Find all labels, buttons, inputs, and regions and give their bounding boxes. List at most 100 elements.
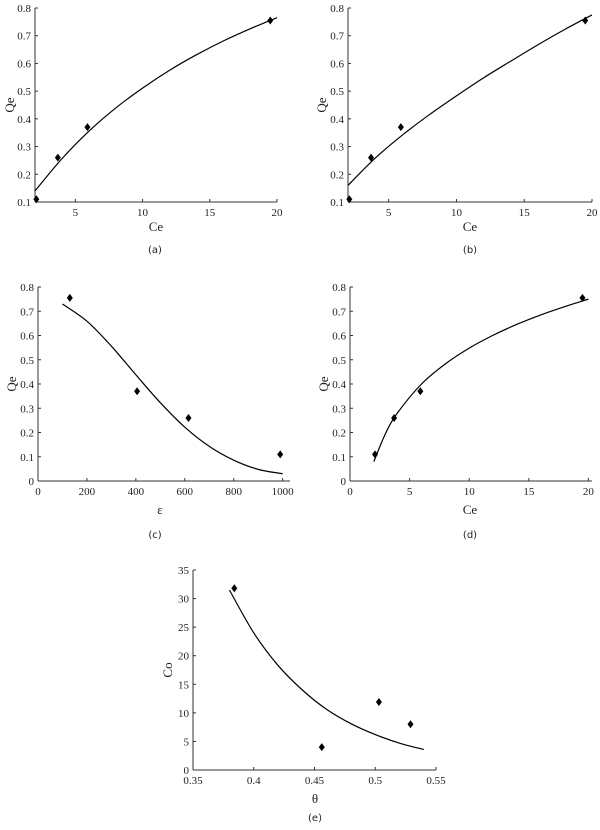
data-point [417,387,424,396]
y-tick-label: 0.5 [330,86,344,98]
fit-curve [228,589,425,751]
y-tick-label: 0.3 [20,403,34,415]
y-tick-label: 0.2 [20,428,34,440]
y-tick-label: 0.8 [332,282,346,294]
y-tick-label: 0 [29,476,35,488]
y-tick-label: 0.6 [332,331,346,343]
y-tick-label: 0.4 [17,114,31,126]
x-tick-label: 200 [79,486,96,498]
y-tick-label: 0.8 [20,282,34,294]
x-tick-label: 0 [35,486,41,498]
panel-label: (d) [463,530,477,541]
fit-curve [373,298,589,462]
y-tick-label: 0.4 [20,379,34,391]
data-point [84,123,91,132]
fit-curve [62,303,283,475]
data-point [267,16,274,25]
subplot-a: 5 10 15 20 0.1 0.2 0.3 0.4 0.5 0.6 0.7 0.8 Ce Qe (a) [2,3,283,256]
x-tick-label: 10 [451,207,463,219]
x-tick-label: 0.4 [247,775,261,787]
fit-curve [347,14,593,186]
y-axis-label: Qe [2,97,17,112]
y-tick-label: 0.6 [17,58,31,70]
data-point [579,293,586,302]
data-point [368,153,375,162]
y-tick-label: 0.8 [17,3,31,15]
x-tick-label: 0 [347,486,353,498]
x-tick-label: 600 [177,486,194,498]
y-tick-label: 0 [341,476,347,488]
y-tick-label: 0 [184,765,190,777]
data-point [375,698,382,706]
data-point [397,123,404,132]
data-point [372,450,379,459]
y-axis-label: Qe [316,376,331,391]
y-axis-label: Co [160,662,175,677]
data-point [33,195,40,204]
data-point [582,16,589,25]
data-point [54,153,61,162]
x-tick-label: 15 [523,486,535,498]
y-tick-label: 0.7 [330,31,344,43]
x-tick-label: 0.45 [305,775,325,787]
data-point [185,413,192,422]
y-tick-label: 10 [178,708,190,720]
y-tick-label: 0.1 [17,197,31,209]
x-axis-label: Ce [463,219,478,234]
panel-label: (a) [148,245,162,256]
x-tick-label: 20 [272,207,284,219]
x-tick-label: 10 [464,486,476,498]
y-tick-label: 0.5 [20,355,34,367]
panel-label: (b) [463,245,477,256]
data-point [66,293,73,302]
y-tick-label: 0.6 [20,331,34,343]
subplot-b: 5 10 15 20 0.1 0.2 0.3 0.4 0.5 0.6 0.7 0.8 Ce Qe (b) [314,3,598,256]
subplot-d: 0 5 10 15 20 0 0.1 0.2 0.3 0.4 0.5 0.6 0.7 0.8 Ce Qe (d) [316,282,594,541]
y-tick-label: 0.3 [17,142,31,154]
subplot-e: 0.35 0.4 0.45 0.5 0.55 0 5 10 15 20 25 30 35 θ Co (e) [160,565,446,824]
y-tick-label: 0.2 [330,169,344,181]
data-point [407,720,414,729]
y-axis-label: Qe [314,97,329,112]
panel-label: (e) [308,813,322,824]
y-tick-label: 0.1 [332,452,346,464]
x-axis-label: Ce [149,219,164,234]
y-tick-label: 25 [178,622,190,634]
x-tick-label: 0.55 [426,775,446,787]
x-tick-label: 0.35 [183,775,203,787]
data-point [134,387,141,396]
x-tick-label: 15 [519,207,531,219]
data-point [346,195,353,204]
y-tick-label: 0.4 [330,114,344,126]
panel-label: (c) [148,530,161,541]
y-tick-label: 15 [178,679,190,691]
x-axis-label: θ [312,791,318,806]
y-tick-label: 0.3 [332,403,346,415]
x-tick-label: 400 [128,486,145,498]
x-tick-label: 10 [137,207,149,219]
x-tick-label: 20 [583,486,595,498]
x-axis-label: Ce [463,502,478,517]
y-axis-label: Qe [4,376,19,391]
y-tick-label: 5 [184,736,190,748]
x-tick-label: 5 [73,207,79,219]
y-tick-label: 0.1 [330,197,344,209]
data-point [277,450,284,459]
x-tick-label: 20 [587,207,599,219]
x-tick-label: 5 [407,486,413,498]
x-tick-label: 1000 [272,486,295,498]
y-tick-label: 0.7 [17,31,31,43]
y-tick-label: 30 [178,594,190,606]
x-axis-label: ε [157,502,163,517]
y-tick-label: 0.2 [17,169,31,181]
y-tick-label: 0.2 [332,428,346,440]
data-point [231,584,238,593]
y-tick-label: 0.7 [20,306,34,318]
fit-curve [34,17,278,192]
x-tick-label: 800 [225,486,242,498]
x-tick-label: 5 [386,207,392,219]
y-tick-label: 0.5 [332,355,346,367]
y-tick-label: 0.8 [330,3,344,15]
y-tick-label: 0.1 [20,452,34,464]
